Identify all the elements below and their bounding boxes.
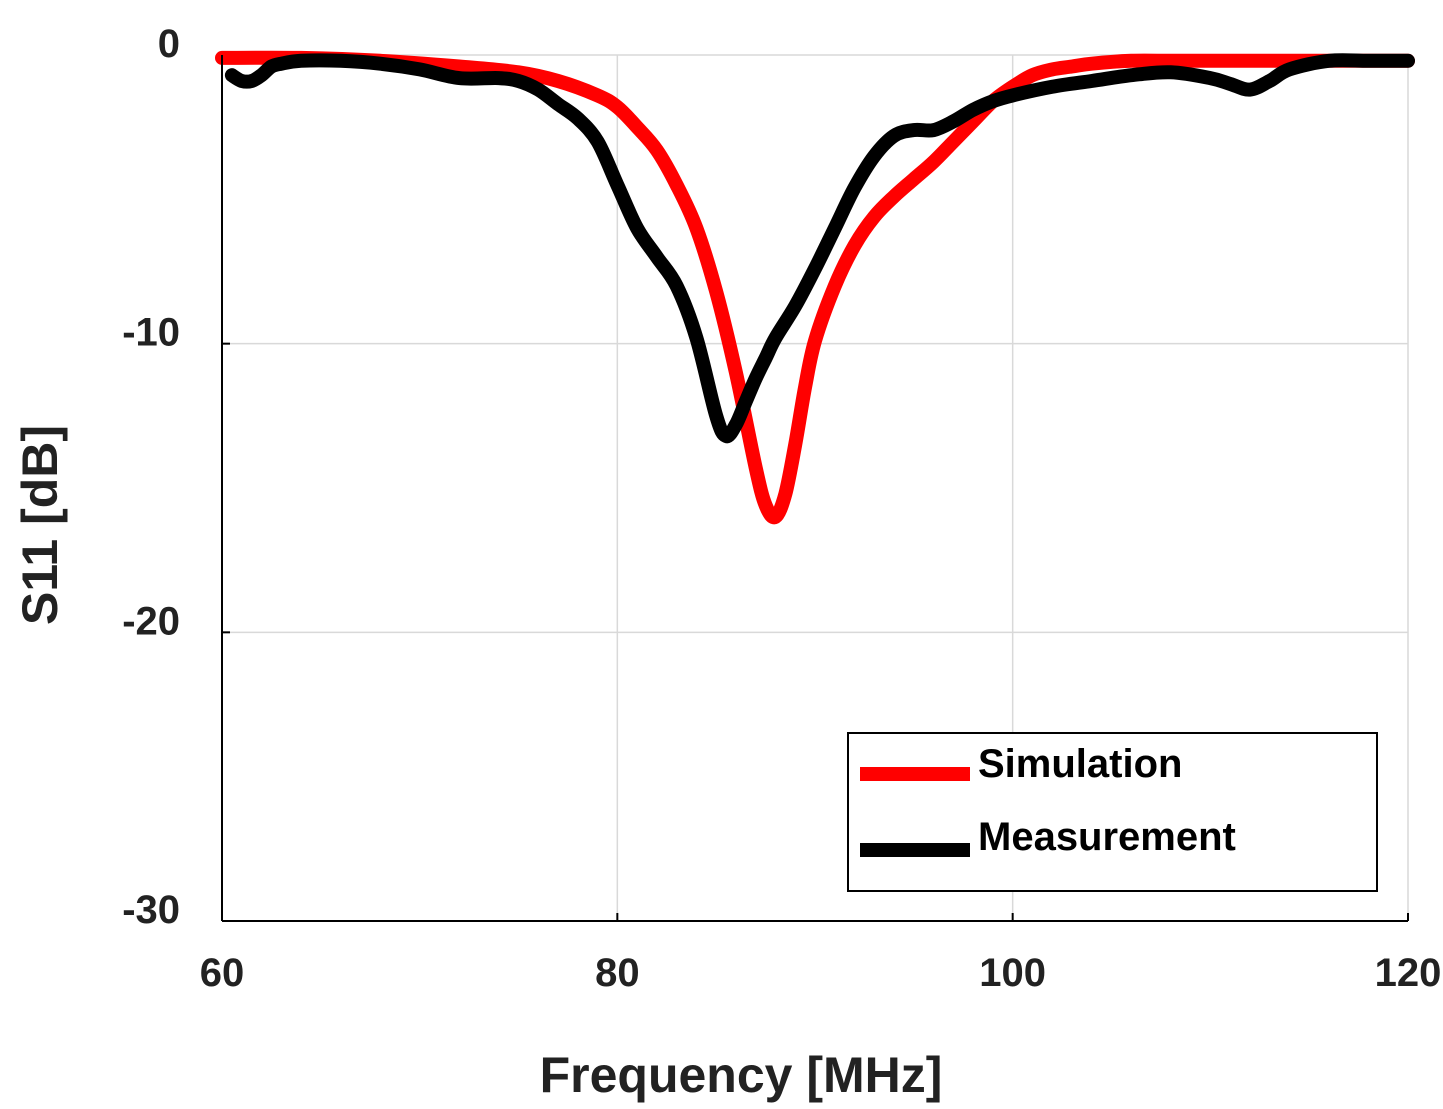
x-tick-label: 120 — [1375, 951, 1442, 995]
series-line-measurement — [224, 53, 1415, 444]
y-tick-label: 0 — [158, 22, 180, 66]
y-tick-label: -10 — [122, 311, 180, 355]
legend-label-simulation: Simulation — [978, 742, 1182, 786]
x-tick-label: 60 — [200, 951, 245, 995]
x-tick-label: 100 — [979, 951, 1046, 995]
y-axis-title: S11 [dB] — [12, 425, 68, 625]
y-tick-label: -30 — [122, 888, 180, 932]
y-tick-label: -20 — [122, 599, 180, 643]
x-axis-title: Frequency [MHz] — [540, 1047, 943, 1103]
axes — [221, 55, 1408, 922]
legend-label-measurement: Measurement — [978, 815, 1236, 859]
series-layer — [215, 50, 1415, 525]
tick-labels: 60 80 100 120 0 -10 -20 -30 — [122, 22, 1441, 995]
series-line-simulation — [215, 50, 1415, 525]
legend-box — [847, 732, 1378, 892]
legend: Simulation Measurement — [847, 732, 1378, 892]
x-tick-label: 80 — [595, 951, 640, 995]
